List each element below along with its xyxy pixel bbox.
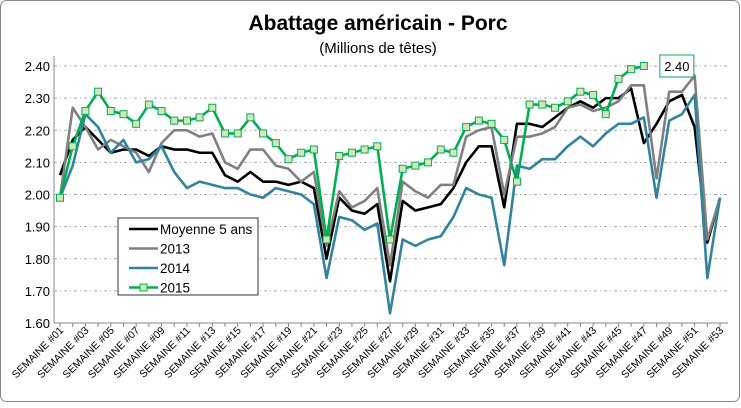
data-point-marker xyxy=(322,235,331,244)
data-point-marker xyxy=(132,119,141,128)
y-tick-label: 2.30 xyxy=(25,91,50,106)
data-point-marker xyxy=(68,142,77,151)
data-point-marker xyxy=(411,161,420,170)
data-point-marker xyxy=(56,193,64,202)
data-point-marker xyxy=(589,90,598,99)
data-point-marker xyxy=(398,164,407,173)
data-point-marker xyxy=(297,148,306,157)
data-point-marker xyxy=(309,145,318,154)
y-tick-label: 1.80 xyxy=(25,252,50,267)
data-point-marker xyxy=(94,87,103,96)
data-point-marker xyxy=(487,119,496,128)
data-point-marker xyxy=(170,116,179,125)
data-point-marker xyxy=(462,123,471,132)
data-label: 2.40 xyxy=(664,59,689,74)
legend-label: 2014 xyxy=(160,261,191,276)
data-point-marker xyxy=(271,139,280,148)
chart-subtitle: (Millions de têtes) xyxy=(319,40,437,57)
chart-title: Abattage américain - Porc xyxy=(248,12,507,35)
data-point-marker xyxy=(500,135,509,144)
data-label-box xyxy=(659,54,695,78)
data-point-marker xyxy=(119,110,128,119)
data-point-marker xyxy=(449,148,458,157)
data-point-marker xyxy=(81,106,90,115)
data-point-marker xyxy=(614,74,623,83)
series-line-moyenne-5-ans xyxy=(58,87,722,283)
y-tick-label: 1.60 xyxy=(25,316,50,331)
data-point-marker xyxy=(221,129,229,138)
data-point-marker xyxy=(195,113,204,122)
data-point-marker xyxy=(233,129,242,138)
data-point-marker xyxy=(246,113,255,122)
y-tick-label: 2.10 xyxy=(25,155,50,170)
legend-marker xyxy=(139,283,148,292)
data-point-marker xyxy=(639,62,648,70)
data-point-marker xyxy=(601,110,610,119)
data-point-marker xyxy=(284,155,293,164)
data-point-marker xyxy=(106,106,115,115)
legend-box xyxy=(117,217,259,296)
y-tick-label: 2.20 xyxy=(25,123,50,138)
legend-label: 2015 xyxy=(160,281,190,296)
data-point-marker xyxy=(259,129,268,138)
data-point-marker xyxy=(347,148,356,157)
data-point-marker xyxy=(576,87,585,96)
data-point-marker xyxy=(208,103,217,112)
data-point-marker xyxy=(373,142,382,151)
data-point-marker xyxy=(538,100,547,109)
data-point-marker xyxy=(335,151,344,160)
data-point-marker xyxy=(627,65,636,74)
y-tick-label: 2.00 xyxy=(25,188,50,203)
legend-label: Moyenne 5 ans xyxy=(160,222,253,237)
data-point-marker xyxy=(157,106,166,115)
data-point-marker xyxy=(182,116,191,125)
data-point-marker xyxy=(360,145,369,154)
data-point-marker xyxy=(424,158,433,167)
legend-label: 2013 xyxy=(160,242,190,257)
data-point-marker xyxy=(551,103,559,112)
data-point-marker xyxy=(386,235,394,244)
y-tick-label: 2.40 xyxy=(25,59,50,74)
series-line-2014 xyxy=(58,93,722,315)
data-point-marker xyxy=(563,97,572,106)
data-point-marker xyxy=(512,177,521,186)
data-point-marker xyxy=(525,100,534,109)
data-point-marker xyxy=(144,100,153,109)
y-tick-label: 1.70 xyxy=(25,284,50,299)
data-point-marker xyxy=(474,116,483,125)
y-tick-label: 1.90 xyxy=(25,220,50,235)
data-point-marker xyxy=(436,145,445,154)
